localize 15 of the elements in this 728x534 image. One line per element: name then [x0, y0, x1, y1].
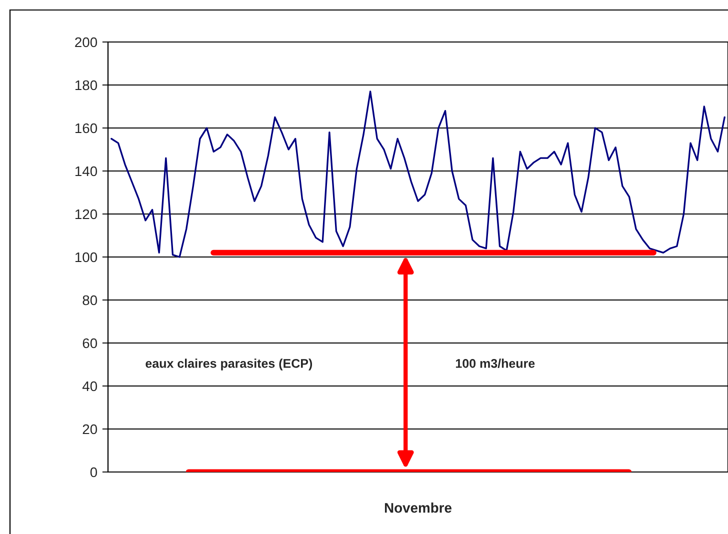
y-tick-label: 60 — [82, 338, 98, 348]
line-series — [110, 90, 726, 258]
annotation: 100 m3/heure — [456, 358, 535, 368]
y-tick-label: 160 — [75, 123, 98, 134]
y-tick-label: 120 — [75, 209, 98, 220]
y-tick-label: 200 — [75, 37, 98, 48]
y-tick-label: 0 — [90, 467, 98, 478]
x-axis-title: Novembre — [384, 502, 452, 513]
y-tick-label: 100 — [75, 252, 98, 262]
y-tick-label: 180 — [75, 80, 98, 90]
y-tick-label: 40 — [82, 381, 98, 392]
y-tick-label: 20 — [82, 424, 98, 434]
y-tick-label: 80 — [82, 295, 98, 306]
annotation: eaux claires parasites (ECP) — [146, 358, 312, 370]
y-tick-label: 140 — [75, 166, 98, 176]
